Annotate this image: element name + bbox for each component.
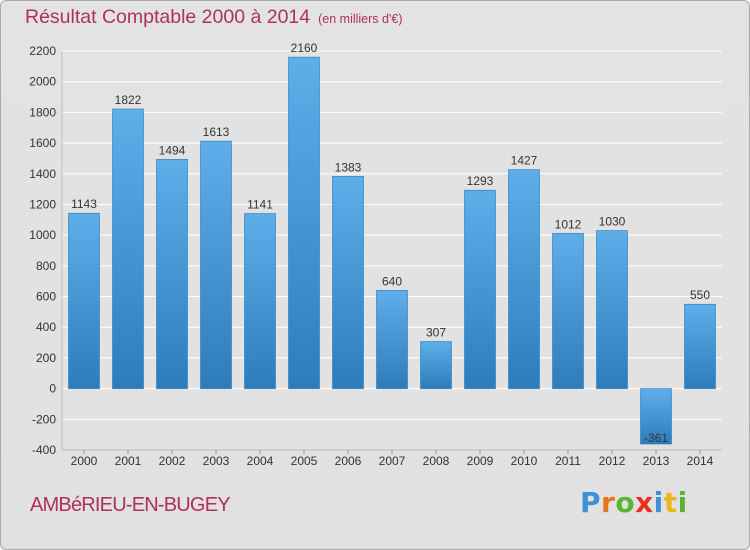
y-tick-label: -200 xyxy=(32,412,56,426)
proxiti-logo: Proxiti xyxy=(580,486,688,519)
data-label-2003: 1613 xyxy=(203,125,230,139)
bar-2009 xyxy=(464,189,496,389)
logo-letter: P xyxy=(580,486,602,519)
location-label: AMBéRIEU-EN-BUGEY xyxy=(30,494,231,516)
bar-2010 xyxy=(508,169,540,389)
y-tick-label: 1200 xyxy=(29,197,56,211)
y-tick-label: 200 xyxy=(36,351,56,365)
logo-letter: i xyxy=(653,486,664,519)
x-tick-label-2012: 2012 xyxy=(599,454,626,468)
data-label-2008: 307 xyxy=(426,326,446,340)
bar-2005 xyxy=(288,56,320,389)
bar-2007 xyxy=(376,290,408,389)
x-tick-label-2000: 2000 xyxy=(71,454,98,468)
x-tick-label-2007: 2007 xyxy=(379,454,406,468)
x-tick-label-2010: 2010 xyxy=(511,454,538,468)
logo-letter: t xyxy=(663,486,678,519)
x-tick-label-2005: 2005 xyxy=(291,454,318,468)
y-tick-label: 2000 xyxy=(29,75,56,89)
y-tick-label: 600 xyxy=(36,290,56,304)
x-tick-label-2014: 2014 xyxy=(687,454,714,468)
y-tick-label: 0 xyxy=(49,382,56,396)
bar-2008 xyxy=(420,341,452,389)
logo-letter: o xyxy=(615,486,636,519)
bar-2011 xyxy=(552,233,584,389)
data-label-2012: 1030 xyxy=(599,215,626,229)
x-tick-label-2002: 2002 xyxy=(159,454,186,468)
chart-subtitle: (en milliers d'€) xyxy=(318,12,403,26)
bar-2003 xyxy=(200,140,232,389)
bar-2001 xyxy=(112,108,144,389)
x-tick-label-2009: 2009 xyxy=(467,454,494,468)
bar-2000 xyxy=(68,212,100,389)
bar-2014 xyxy=(684,303,716,389)
y-tick-label: 2200 xyxy=(29,44,56,58)
x-tick-label-2008: 2008 xyxy=(423,454,450,468)
bar-2006 xyxy=(332,176,364,389)
y-tick-label: 1800 xyxy=(29,105,56,119)
x-tick-label-2003: 2003 xyxy=(203,454,230,468)
data-label-2009: 1293 xyxy=(467,174,494,188)
y-tick-label: -400 xyxy=(32,443,56,457)
chart-title: Résultat Comptable 2000 à 2014 xyxy=(25,6,311,28)
data-label-2006: 1383 xyxy=(335,160,362,174)
chart-title-block: Résultat Comptable 2000 à 2014 (en millie… xyxy=(25,6,402,29)
x-tick-label-2011: 2011 xyxy=(555,454,581,468)
bar-2012 xyxy=(596,230,628,389)
data-label-2013: -361 xyxy=(644,431,668,445)
bar-2013 xyxy=(640,388,672,445)
x-tick-label-2004: 2004 xyxy=(247,454,274,468)
bar-2002 xyxy=(156,159,188,389)
logo-letter: r xyxy=(601,486,616,519)
data-label-2010: 1427 xyxy=(511,154,538,168)
data-label-2011: 1012 xyxy=(555,217,582,231)
bar-2004 xyxy=(244,213,276,389)
y-tick-label: 400 xyxy=(36,320,56,334)
logo-letter: x xyxy=(635,486,654,519)
data-label-2007: 640 xyxy=(382,274,402,288)
y-tick-label: 1000 xyxy=(29,228,56,242)
data-label-2000: 1143 xyxy=(71,197,97,211)
x-tick-label-2013: 2013 xyxy=(643,454,670,468)
y-tick-label: 1600 xyxy=(29,136,56,150)
y-tick-label: 800 xyxy=(36,259,56,273)
x-tick-label-2001: 2001 xyxy=(115,454,142,468)
data-label-2005: 2160 xyxy=(291,41,318,55)
data-label-2004: 1141 xyxy=(247,198,273,212)
data-label-2002: 1494 xyxy=(159,143,186,157)
data-label-2001: 1822 xyxy=(115,93,142,107)
data-label-2014: 550 xyxy=(690,288,710,302)
logo-letter: i xyxy=(677,486,688,519)
y-tick-label: 1400 xyxy=(29,167,56,181)
x-tick-label-2006: 2006 xyxy=(335,454,362,468)
